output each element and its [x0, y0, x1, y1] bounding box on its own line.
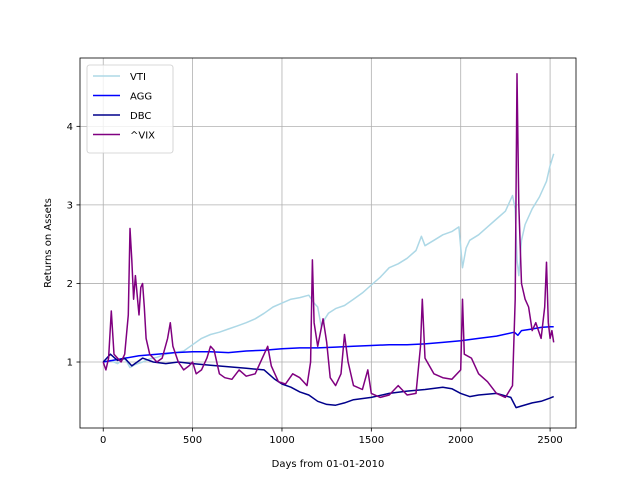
axis-ticks: 0 500 1000 1500 2000 2500 1 2 3 4 — [67, 122, 563, 446]
y-tick-label: 2 — [67, 279, 73, 290]
series-line-agg — [103, 325, 554, 363]
x-tick-label: 1500 — [359, 435, 384, 446]
y-axis-label: Returns on Assets — [43, 198, 54, 288]
y-tick-label: 1 — [67, 358, 73, 369]
legend-box — [86, 64, 174, 154]
x-tick-label: 0 — [100, 435, 106, 446]
series-line-vti — [103, 153, 555, 369]
grid-lines — [80, 58, 576, 428]
series-line-vix — [102, 72, 555, 399]
x-tick-label: 1000 — [269, 435, 294, 446]
x-tick-label: 2500 — [537, 435, 562, 446]
x-axis-label: Days from 01-01-2010 — [272, 459, 385, 470]
x-tick-label: 500 — [183, 435, 202, 446]
x-tick-label: 2000 — [448, 435, 473, 446]
legend-label: ^VIX — [130, 131, 155, 142]
legend-label: VTI — [130, 72, 146, 83]
y-tick-label: 4 — [67, 122, 73, 133]
y-tick-label: 3 — [67, 200, 73, 211]
legend-label: DBC — [130, 111, 151, 122]
legend: VTI AGG DBC ^VIX — [86, 64, 174, 154]
legend-label: AGG — [130, 92, 152, 103]
series-layer — [102, 72, 555, 409]
plot-frame — [79, 57, 577, 429]
